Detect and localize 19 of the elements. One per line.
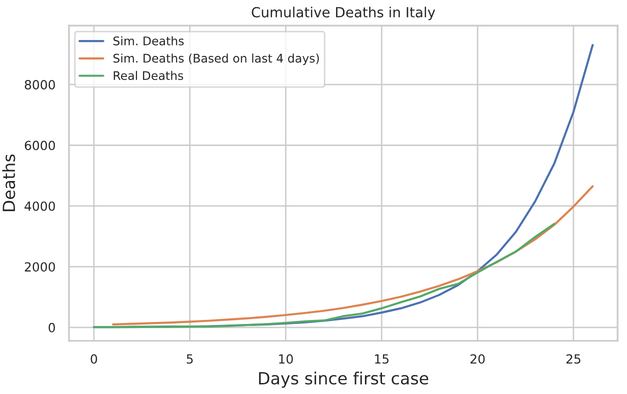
x-tick-label: 15 — [375, 354, 389, 364]
x-axis-title: Days since first case — [259, 372, 428, 388]
x-tick-label: 25 — [566, 354, 580, 364]
line-series — [92, 222, 556, 328]
x-tick-label: 0 — [90, 354, 98, 364]
y-tick-label: 4000 — [24, 201, 55, 211]
y-tick-label: 8000 — [24, 80, 55, 90]
y-tick-label: 6000 — [24, 140, 55, 150]
legend-label: Real Deaths — [114, 70, 184, 80]
legend-label: Sim. Deaths (Based on last 4 days) — [113, 54, 319, 65]
line-series — [112, 185, 594, 326]
legend-label: Sim. Deaths — [113, 36, 184, 46]
y-axis-title: Deaths — [2, 154, 16, 212]
x-tick-label: 20 — [470, 354, 485, 364]
y-tick-label: 2000 — [24, 262, 55, 272]
y-tick-label: 0 — [48, 322, 55, 332]
chart-title: Cumulative Deaths in Italy — [252, 6, 436, 20]
x-tick-label: 10 — [279, 354, 293, 364]
x-tick-label: 5 — [186, 354, 193, 364]
